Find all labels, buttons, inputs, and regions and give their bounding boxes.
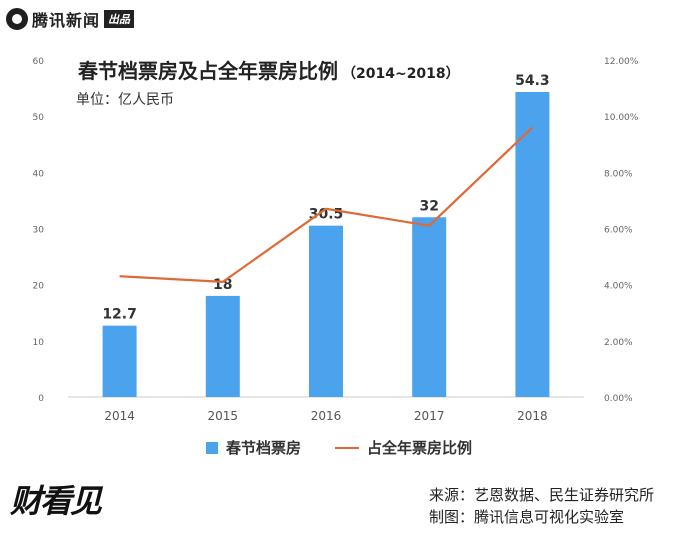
y-left-tick-label: 0 xyxy=(38,394,44,404)
legend-bar-label: 春节档票房 xyxy=(226,439,302,457)
y-right-tick-label: 12.00% xyxy=(604,57,639,67)
bar-data-label: 12.7 xyxy=(102,307,137,323)
bar-data-label: 18 xyxy=(213,277,232,293)
y-right-tick-label: 4.00% xyxy=(604,282,633,292)
brand-header: 腾讯新闻 出品 xyxy=(6,4,135,34)
chart-unit: 单位：亿人民币 xyxy=(76,92,174,108)
x-tick-label: 2016 xyxy=(311,409,342,423)
legend-line-label: 占全年票房比例 xyxy=(367,439,473,457)
footer-logo-text: 财看见 xyxy=(10,482,102,520)
bar xyxy=(102,325,137,397)
bar xyxy=(412,217,447,397)
y-left-tick-label: 30 xyxy=(33,226,45,236)
source-block: 来源：艺恩数据、民生证券研究所 制图：腾讯信息可视化实验室 xyxy=(429,484,654,528)
legend-line-swatch xyxy=(335,446,360,449)
legend-item-bar: 春节档票房 xyxy=(206,437,301,458)
made-by-text: 制图：腾讯信息可视化实验室 xyxy=(428,508,624,526)
footer-logo: 财看见 xyxy=(10,476,140,526)
tencent-news-logo-icon xyxy=(6,8,28,30)
y-left-tick-label: 40 xyxy=(33,169,45,179)
bar-data-label: 32 xyxy=(419,198,438,214)
bar xyxy=(515,92,550,397)
chart-legend: 春节档票房 占全年票房比例 xyxy=(206,437,472,458)
chart-title: 春节档票房及占全年票房比例 xyxy=(78,59,338,83)
y-left-tick-label: 50 xyxy=(33,113,45,123)
x-tick-label: 2017 xyxy=(414,409,445,423)
y-left-tick-label: 60 xyxy=(33,57,45,67)
y-left-tick-label: 10 xyxy=(33,338,45,348)
chart-title-block: 春节档票房及占全年票房比例 （2014~2018） xyxy=(78,55,460,84)
x-tick-label: 2015 xyxy=(208,409,239,423)
y-left-tick-label: 20 xyxy=(33,282,45,292)
legend-bar-swatch xyxy=(206,441,218,454)
y-right-tick-label: 6.00% xyxy=(604,226,633,236)
share-line xyxy=(119,126,534,283)
x-tick-label: 2018 xyxy=(517,409,548,423)
chart-title-range: （2014~2018） xyxy=(342,66,460,82)
y-right-tick-label: 8.00% xyxy=(604,169,633,179)
legend-item-line: 占全年票房比例 xyxy=(335,437,472,458)
bar xyxy=(205,295,240,397)
x-tick-label: 2014 xyxy=(104,409,135,423)
y-right-tick-label: 10.00% xyxy=(604,113,639,123)
brand-name: 腾讯新闻 xyxy=(32,11,101,30)
y-right-tick-label: 0.00% xyxy=(604,394,633,404)
bar-data-label: 54.3 xyxy=(515,73,550,89)
bar xyxy=(309,225,343,397)
brand-tag: 出品 xyxy=(104,10,135,28)
y-right-tick-label: 2.00% xyxy=(604,338,633,348)
source-text: 来源：艺恩数据、民生证券研究所 xyxy=(428,486,654,504)
